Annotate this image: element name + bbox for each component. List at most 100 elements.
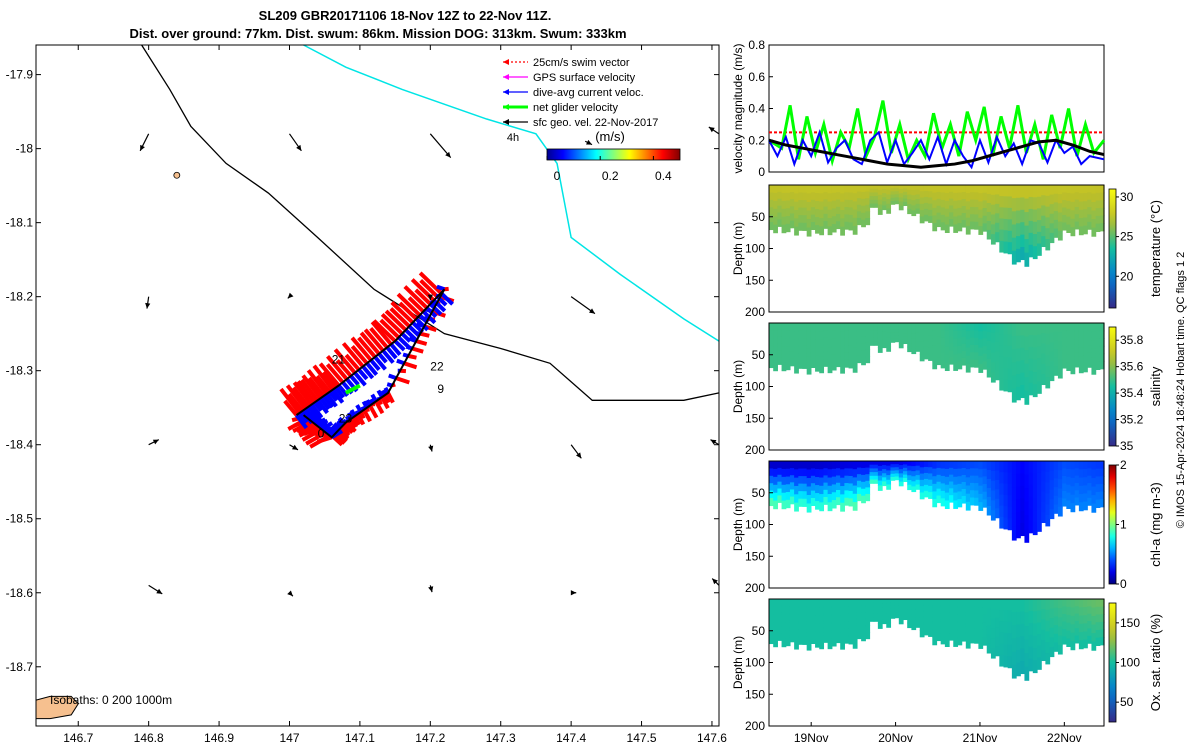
section-cell [1049, 627, 1055, 638]
section-cell [990, 648, 996, 659]
section-cell [1041, 333, 1046, 345]
section-cell [1049, 499, 1055, 510]
section-cell [836, 606, 841, 615]
section-cell [1057, 230, 1063, 241]
section-cell [982, 637, 988, 646]
section-cell [773, 492, 778, 502]
section-cell [894, 326, 900, 330]
section-cell [1083, 331, 1088, 340]
section-cell [1024, 612, 1030, 627]
section-cell [773, 330, 778, 340]
section-cell [970, 359, 975, 368]
section-cell [777, 605, 783, 614]
section-cell [919, 185, 925, 192]
section-cell [999, 218, 1005, 231]
section-cell [831, 185, 837, 194]
section-cell [890, 614, 896, 619]
section-cell [986, 229, 992, 240]
section-cell [1062, 599, 1067, 608]
section-cell [861, 323, 866, 331]
cb-tick-label-2-3: 35.6 [1120, 360, 1144, 374]
section-cell [769, 483, 774, 492]
section-cell [949, 633, 954, 641]
section-cell [806, 201, 812, 212]
section-cell [1003, 517, 1009, 530]
section-cell [915, 327, 921, 334]
section-cell [890, 338, 896, 343]
section-cell [865, 198, 871, 206]
section-cell [1095, 614, 1101, 623]
section-cell [769, 490, 774, 499]
section-cell [877, 613, 883, 620]
section-cell [1024, 501, 1030, 516]
section-cell [903, 336, 908, 341]
section-cell [953, 492, 959, 502]
section-cell [965, 485, 971, 495]
section-cell [815, 623, 820, 632]
section-cell [1003, 655, 1009, 668]
section-cell [1091, 624, 1097, 634]
section-cell [949, 198, 954, 207]
section-cell [1074, 185, 1080, 193]
section-cell [777, 198, 783, 207]
section-cell [1045, 493, 1051, 505]
section-cell [974, 483, 979, 492]
section-cell [1070, 486, 1076, 496]
section-cell [873, 334, 879, 339]
section-cell [1011, 526, 1017, 541]
section-cell [890, 185, 896, 189]
swim-vector [350, 336, 373, 362]
section-cell [940, 222, 946, 231]
section-cell [815, 631, 820, 640]
section-cell [990, 214, 996, 225]
section-cell [827, 607, 833, 617]
section-cell [978, 331, 984, 341]
section-cell [907, 475, 912, 481]
section-cell [840, 339, 845, 349]
section-cell [806, 477, 812, 488]
velocity-series-2 [768, 129, 1105, 170]
section-cell [806, 227, 812, 237]
section-cell [1066, 330, 1072, 340]
section-cell [823, 221, 829, 229]
section-cell [1028, 323, 1034, 336]
section-cell [982, 614, 988, 623]
section-cell [777, 612, 783, 621]
section-cell [986, 461, 992, 471]
section-cell [953, 468, 959, 478]
section-cell [1003, 494, 1009, 507]
section-cell [907, 204, 912, 210]
section-cell [794, 209, 799, 219]
section-cell [1070, 331, 1076, 341]
section-cell [789, 489, 795, 498]
section-cell [819, 356, 825, 365]
section-cell [903, 333, 908, 338]
section-cell [923, 461, 929, 468]
section-cell [982, 346, 988, 355]
section-cell [865, 217, 871, 226]
section-cell [815, 615, 820, 624]
section-cell [831, 346, 837, 355]
section-cell [802, 483, 808, 492]
section-cblabel-1: temperature (°C) [1148, 200, 1163, 297]
section-cell [856, 323, 862, 331]
section-cell [965, 193, 971, 202]
section-cell [823, 213, 829, 222]
section-cell [836, 461, 841, 469]
section-cell [1003, 207, 1009, 220]
section-cell [1007, 483, 1013, 496]
section-cell [944, 638, 950, 648]
section-cell [915, 465, 921, 472]
section-cell [798, 606, 804, 615]
section-cell [932, 499, 938, 508]
section-cell [940, 628, 946, 637]
section-cell [1083, 363, 1088, 373]
section-cell [974, 475, 979, 484]
section-cell [903, 340, 908, 345]
section-cell [810, 498, 816, 507]
section-cell [936, 488, 942, 497]
section-cell [1016, 637, 1021, 651]
section-cell [1074, 613, 1080, 622]
section-cell [1024, 599, 1030, 614]
swim-vector [297, 422, 317, 435]
